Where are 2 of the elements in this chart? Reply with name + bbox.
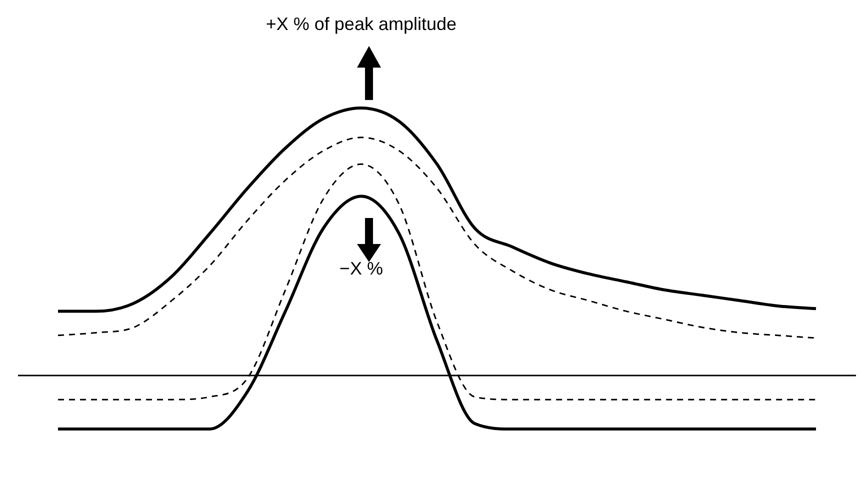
annotation: −X %: [339, 258, 383, 278]
text: +X % of peak amplitude: [266, 14, 457, 34]
